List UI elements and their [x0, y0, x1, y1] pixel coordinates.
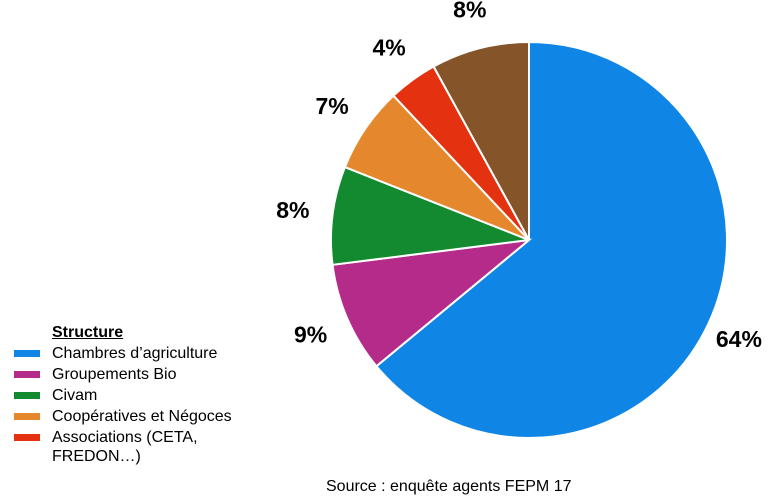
pie-slice [432, 40, 530, 241]
legend-item-chambres: Chambres d’agriculture [14, 344, 314, 363]
legend: Structure Chambres d’agriculture Groupem… [14, 324, 314, 468]
slice-value-label: 7% [316, 93, 349, 119]
source-note: Source : enquête agents FEPM 17 [326, 478, 572, 495]
slice-value-label: 4% [372, 34, 405, 60]
legend-title: Structure [52, 324, 124, 341]
pie-slice [330, 165, 530, 266]
pie-slice [331, 238, 533, 368]
legend-swatch [14, 350, 40, 357]
slice-value-label: 8% [453, 0, 486, 22]
legend-label: Coopératives et Négoces [52, 408, 232, 425]
slice-value-label: 64% [716, 326, 762, 352]
legend-label: Chambres d’agriculture [52, 345, 218, 362]
legend-label: Civam [52, 387, 98, 404]
slice-value-label: 8% [276, 197, 309, 223]
legend-item-civam: Civam [14, 386, 314, 405]
legend-swatch [14, 371, 40, 378]
slice-value-label: 9% [294, 322, 327, 348]
legend-item-associations: Associations (CETA, FREDON…) [14, 428, 314, 466]
legend-label: Groupements Bio [52, 366, 177, 383]
legend-item-cooperatives: Coopératives et Négoces [14, 407, 314, 426]
legend-item-groupements-bio: Groupements Bio [14, 365, 314, 384]
legend-label: Associations (CETA, FREDON…) [52, 429, 198, 465]
legend-swatch [14, 434, 40, 441]
legend-swatch [14, 413, 40, 420]
pie-slice [375, 40, 728, 439]
legend-swatch [14, 392, 40, 399]
